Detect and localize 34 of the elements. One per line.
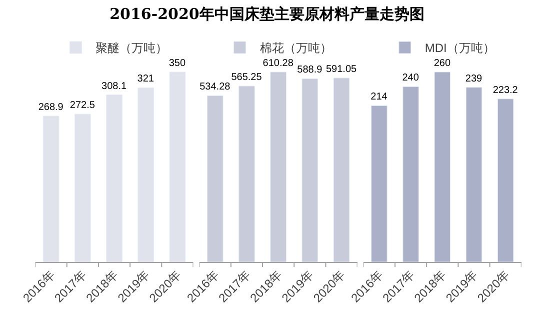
data-label: 534.28 (200, 82, 231, 93)
data-label: 272.5 (70, 100, 96, 112)
bar (238, 86, 255, 262)
data-label: 350 (168, 58, 186, 69)
text: 2016-2020年中国床垫主要原材料产量走势图 (110, 4, 424, 23)
data-label: 321 (137, 74, 154, 85)
bar (371, 105, 388, 262)
data-label: 223.2 (492, 84, 518, 96)
data-label: 588.9 (297, 64, 323, 76)
data-label: 591.05 (326, 64, 358, 75)
data-label: 240 (402, 72, 420, 84)
legend-label: 聚醚（万吨） (96, 41, 168, 56)
data-label: 565.25 (231, 72, 262, 84)
bar (106, 94, 122, 262)
bar (497, 98, 514, 262)
data-label: 268.9 (38, 102, 64, 114)
legend-label: 棉花（万吨） (260, 41, 332, 56)
bar (42, 116, 60, 262)
bar (169, 72, 186, 262)
bar (74, 114, 91, 262)
bar (434, 72, 451, 262)
bar (138, 87, 154, 262)
data-label: 239 (465, 73, 483, 84)
bar (466, 87, 482, 262)
bar (402, 86, 419, 262)
data-label: 610.28 (262, 58, 294, 69)
data-label: 308.1 (102, 80, 127, 92)
bar (270, 72, 286, 262)
bar (302, 78, 318, 262)
data-label: 214 (370, 92, 388, 103)
data-label: 260 (434, 58, 451, 69)
legend-label: MDI（万吨） (424, 41, 495, 56)
bar (333, 78, 350, 262)
bar (206, 95, 224, 262)
